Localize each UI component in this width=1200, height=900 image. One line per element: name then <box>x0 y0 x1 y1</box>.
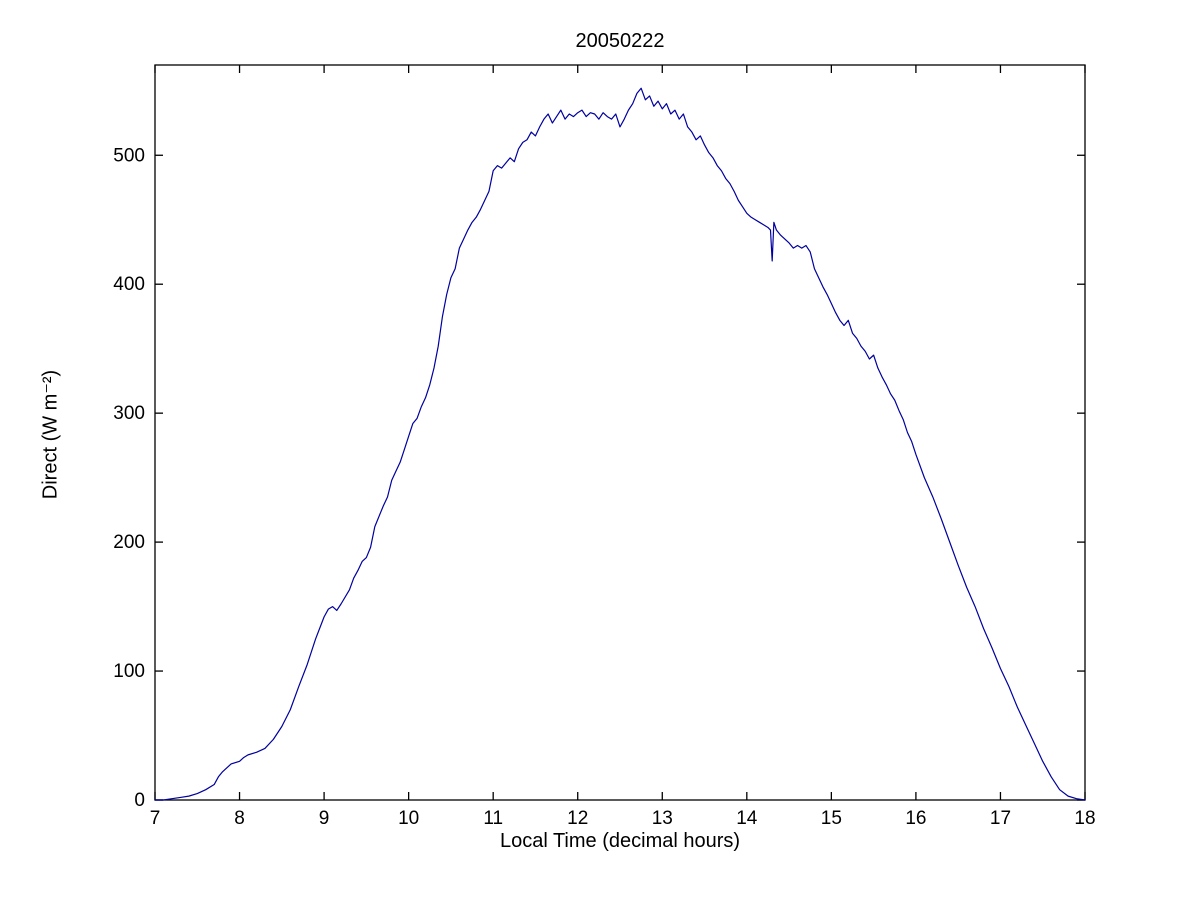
x-tick-label: 10 <box>398 808 419 829</box>
x-tick-label: 7 <box>150 808 161 829</box>
x-tick-label: 12 <box>567 808 588 829</box>
x-tick-label: 15 <box>821 808 842 829</box>
x-tick-label: 13 <box>652 808 673 829</box>
y-tick-label: 400 <box>113 274 145 295</box>
y-tick-label: 300 <box>113 403 145 424</box>
x-tick-label: 11 <box>483 808 503 829</box>
x-tick-label: 9 <box>319 808 330 829</box>
data-line <box>154 87 1086 801</box>
y-tick-label: 100 <box>113 661 145 682</box>
axes-box <box>154 64 1086 801</box>
chart-title: 20050222 <box>575 30 665 52</box>
x-tick-label: 17 <box>990 808 1011 829</box>
y-tick-label: 200 <box>113 532 145 553</box>
x-tick-label: 16 <box>905 808 926 829</box>
y-axis-label: Direct (W m⁻²) <box>39 369 62 500</box>
x-tick-label: 18 <box>1074 808 1095 829</box>
x-axis-label: Local Time (decimal hours) <box>499 830 741 852</box>
x-tick-label: 14 <box>736 808 758 829</box>
y-tick-label: 500 <box>113 145 145 166</box>
y-tick-label: 0 <box>134 790 145 811</box>
x-tick-label: 8 <box>234 808 245 829</box>
